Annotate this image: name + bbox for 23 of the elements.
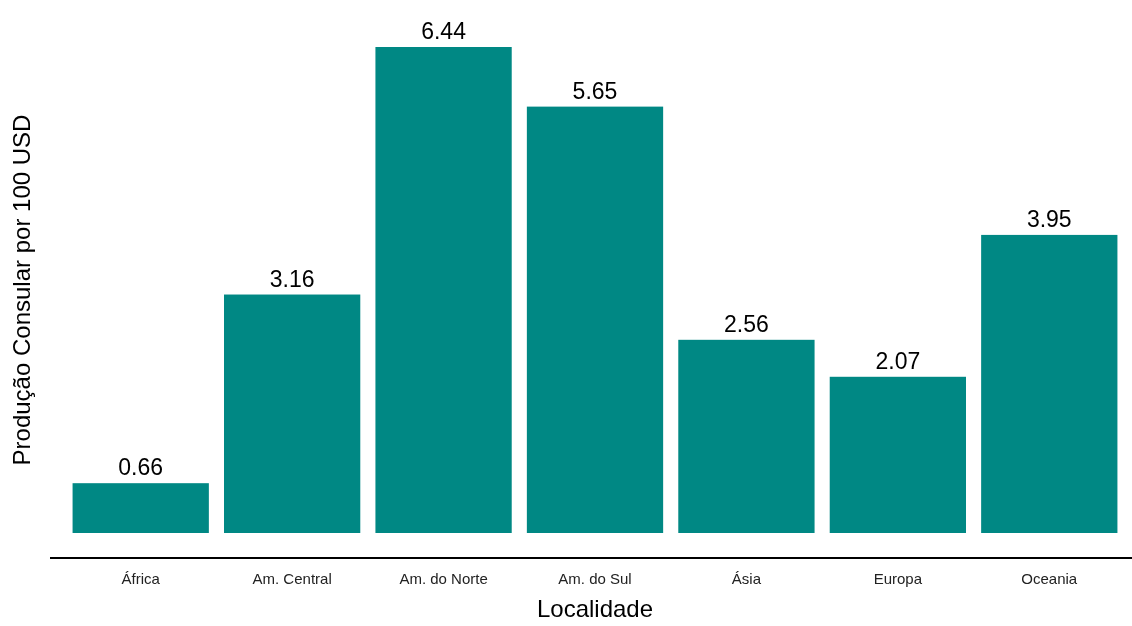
bar (526, 106, 664, 533)
x-axis-title: Localidade (536, 595, 654, 622)
bar (981, 234, 1118, 533)
x-tick-label: Europa (873, 570, 923, 587)
x-tick-label: Oceania (1021, 570, 1078, 587)
data-label: 6.44 (421, 18, 467, 44)
x-tick-label: Am. Central (252, 570, 332, 587)
x-tick-label: Am. do Sul (558, 570, 632, 587)
bar (678, 339, 815, 533)
data-label: 3.16 (269, 265, 315, 292)
bar (224, 294, 361, 533)
data-label: 2.56 (724, 310, 769, 337)
data-label: 2.07 (875, 347, 921, 374)
bar (829, 376, 966, 533)
x-tick-label: África (121, 570, 161, 587)
data-label: 0.66 (118, 454, 164, 481)
bar (72, 483, 209, 533)
data-label: 5.65 (572, 77, 618, 104)
data-label: 3.95 (1026, 205, 1072, 232)
bar (375, 47, 512, 533)
x-tick-label: Ásia (731, 570, 762, 587)
y-axis-title: Produção Consular por 100 USD (8, 114, 35, 466)
x-tick-label: Am. do Norte (399, 570, 488, 587)
